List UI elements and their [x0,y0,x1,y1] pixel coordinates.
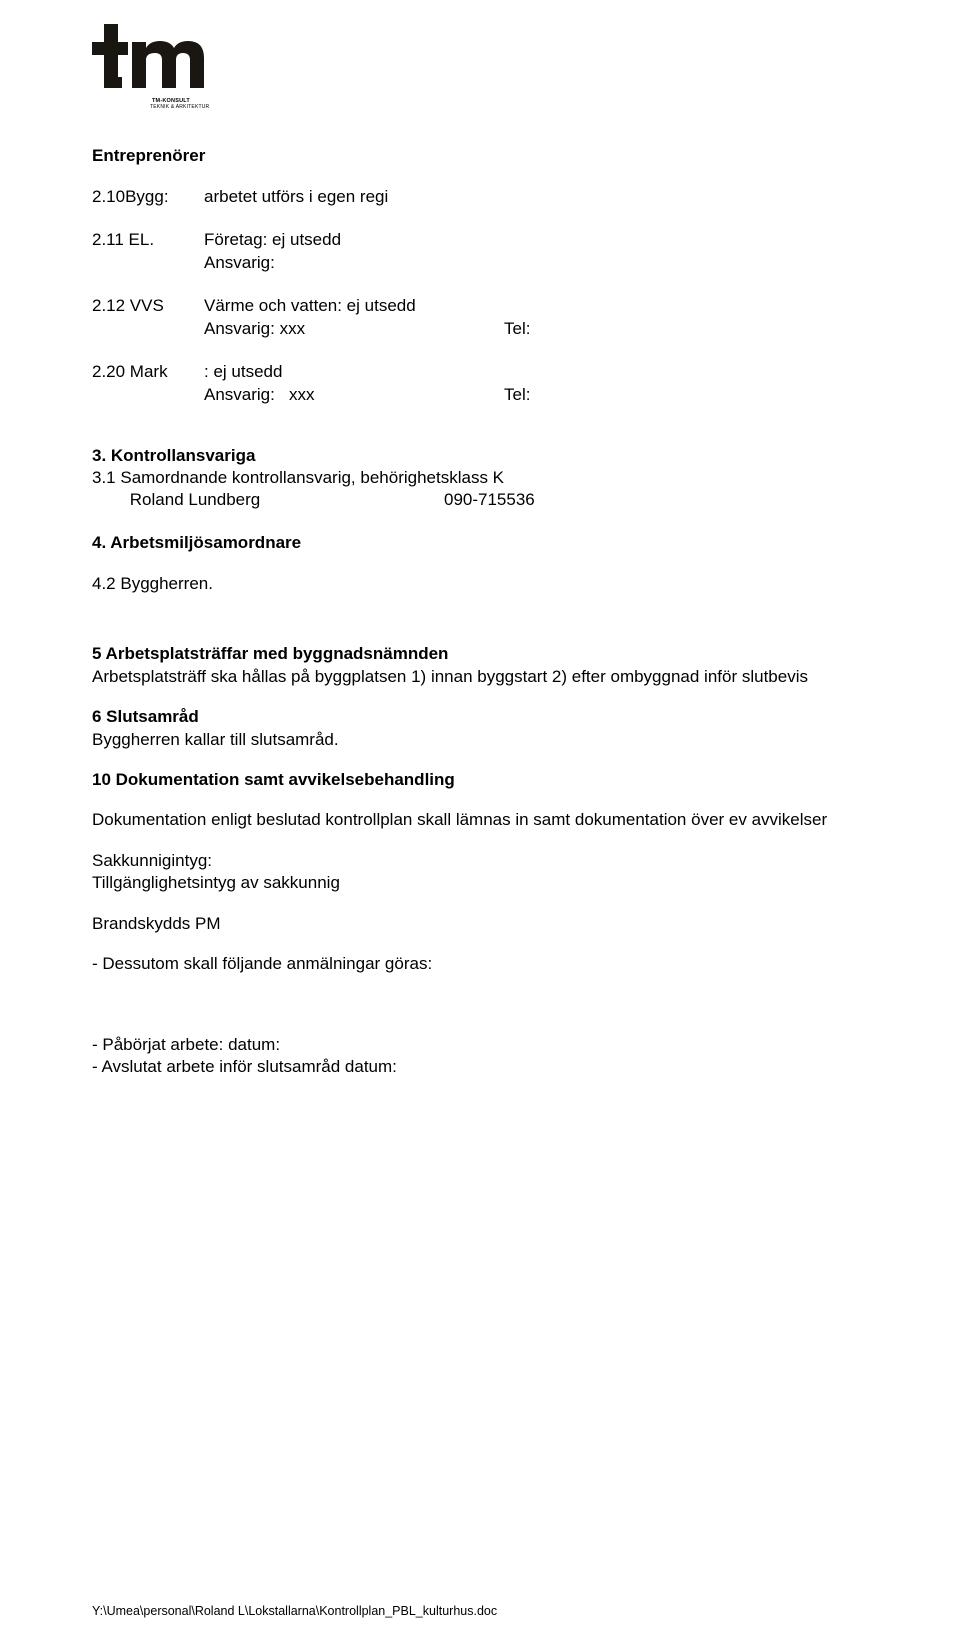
el-company: Företag: ej utsedd [204,229,880,252]
dok-body: Dokumentation enligt beslutad kontrollpl… [92,809,880,831]
section-slutsamrad-title: 6 Slutsamråd [92,706,880,728]
traff-body: Arbetsplatsträff ska hållas på byggplats… [92,666,880,688]
byggherren-42: 4.2 Byggherren. [92,573,880,595]
avslutat: - Avslutat arbete inför slutsamråd datum… [92,1056,880,1078]
logo-subtitle-2: TEKNIK & ARKITEKTUR [150,104,880,110]
row-el: 2.11 EL. Företag: ej utsedd Ansvarig: [92,229,880,275]
label-bygg: 2.10Bygg: [92,186,204,209]
logo: TM-KONSULT TEKNIK & ARKITEKTUR [92,24,880,110]
kontroll-31-phone: 090-715536 [444,489,535,512]
dessutom: - Dessutom skall följande anmälningar gö… [92,953,880,975]
value-vvs: Värme och vatten: ej utsedd Ansvarig: xx… [204,295,880,341]
mark-resp: Ansvarig: xxx [204,384,504,407]
label-mark: 2.20 Mark [92,361,204,407]
value-mark: : ej utsedd Ansvarig: xxx Tel: [204,361,880,407]
vvs-tel: Tel: [504,318,530,341]
sakkunnig-title: Sakkunnigintyg: [92,850,880,872]
mark-tel: Tel: [504,384,530,407]
vvs-text: Värme och vatten: ej utsedd [204,295,880,318]
row-vvs: 2.12 VVS Värme och vatten: ej utsedd Ans… [92,295,880,341]
el-resp: Ansvarig: [204,252,880,275]
section-traff-title: 5 Arbetsplatsträffar med byggnadsnämnden [92,643,880,665]
section-entreprenorer-title: Entreprenörer [92,146,880,166]
footer-path: Y:\Umea\personal\Roland L\Lokstallarna\K… [92,1604,497,1618]
value-bygg: arbetet utförs i egen regi [204,186,880,209]
document-page: TM-KONSULT TEKNIK & ARKITEKTUR Entrepren… [0,0,960,1640]
row-mark: 2.20 Mark : ej utsedd Ansvarig: xxx Tel: [92,361,880,407]
brandskydd: Brandskydds PM [92,913,880,935]
label-vvs: 2.12 VVS [92,295,204,341]
vvs-resp: Ansvarig: xxx [204,318,504,341]
slutsamrad-body: Byggherren kallar till slutsamråd. [92,729,880,751]
paborjat: - Påbörjat arbete: datum: [92,1034,880,1056]
row-bygg: 2.10Bygg: arbetet utförs i egen regi [92,186,880,209]
label-el: 2.11 EL. [92,229,204,275]
kontroll-31-name: Roland Lundberg [92,489,444,512]
section-arbets-title: 4. Arbetsmiljösamordnare [92,532,880,554]
kontroll-31-name-row: Roland Lundberg 090-715536 [92,489,880,512]
kontroll-31-line1: 3.1 Samordnande kontrollansvarig, behöri… [92,467,880,489]
value-el: Företag: ej utsedd Ansvarig: [204,229,880,275]
section-dok-title: 10 Dokumentation samt avvikelsebehandlin… [92,769,880,791]
section-kontroll-title: 3. Kontrollansvariga [92,445,880,467]
mark-text: : ej utsedd [204,361,880,384]
logo-tm-icon [92,24,212,96]
sakkunnig-body: Tillgänglighetsintyg av sakkunnig [92,872,880,894]
